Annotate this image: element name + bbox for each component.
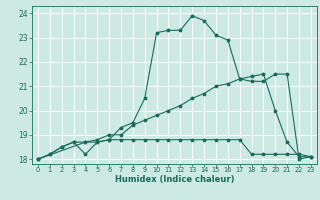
- X-axis label: Humidex (Indice chaleur): Humidex (Indice chaleur): [115, 175, 234, 184]
